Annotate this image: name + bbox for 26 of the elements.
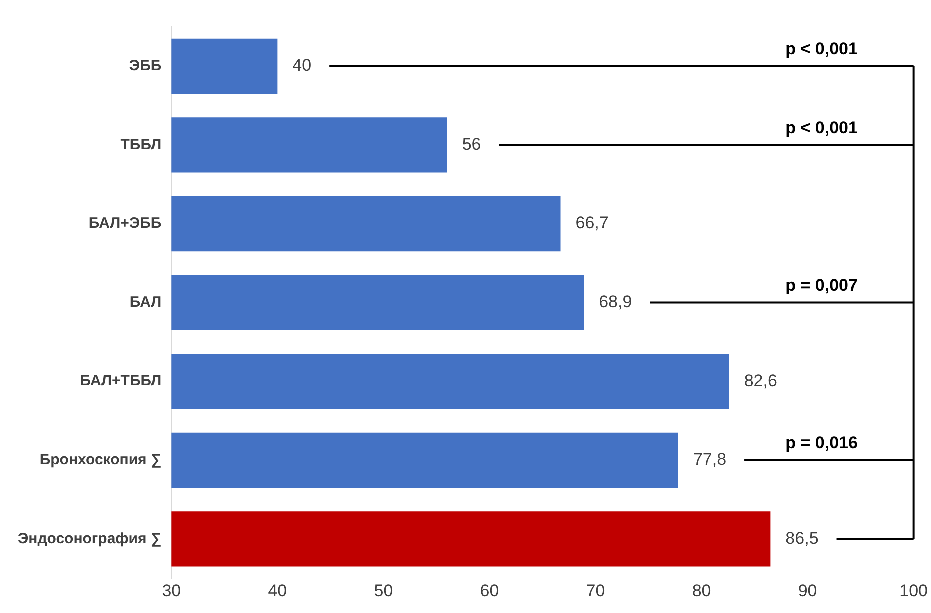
y-tick-label: БАЛ+ТББЛ bbox=[80, 372, 162, 390]
y-tick-label: ТББЛ bbox=[120, 136, 162, 154]
x-tick-label: 100 bbox=[900, 581, 928, 600]
annotation: p = 0,007 bbox=[786, 276, 858, 295]
data-label: 40 bbox=[292, 56, 312, 76]
annotation: p = 0,016 bbox=[786, 434, 858, 453]
data-label: 77,8 bbox=[693, 450, 727, 470]
data-label: 82,6 bbox=[744, 371, 778, 390]
x-tick-label: 70 bbox=[586, 581, 606, 600]
x-tick-label: 40 bbox=[268, 581, 288, 600]
annotation: p < 0,001 bbox=[786, 40, 858, 59]
y-tick-label: Эндосонография ∑ bbox=[18, 530, 162, 548]
y-tick-label: Бронхоскопия ∑ bbox=[40, 452, 162, 469]
x-tick-label: 80 bbox=[692, 581, 712, 600]
x-tick-label: 50 bbox=[374, 581, 394, 600]
y-tick-label: БАЛ bbox=[130, 294, 162, 311]
annotation: p < 0,001 bbox=[786, 118, 858, 138]
x-tick-label: 30 bbox=[162, 581, 182, 600]
y-tick-label: БАЛ+ЭББ bbox=[88, 215, 162, 232]
x-tick-label: 60 bbox=[480, 581, 500, 600]
y-tick-label: ЭББ bbox=[129, 58, 162, 75]
x-tick-label: 90 bbox=[798, 581, 818, 600]
data-label: 86,5 bbox=[786, 528, 819, 548]
data-label: 56 bbox=[462, 134, 482, 154]
data-label: 66,7 bbox=[576, 214, 609, 233]
data-label: 68,9 bbox=[599, 292, 632, 312]
